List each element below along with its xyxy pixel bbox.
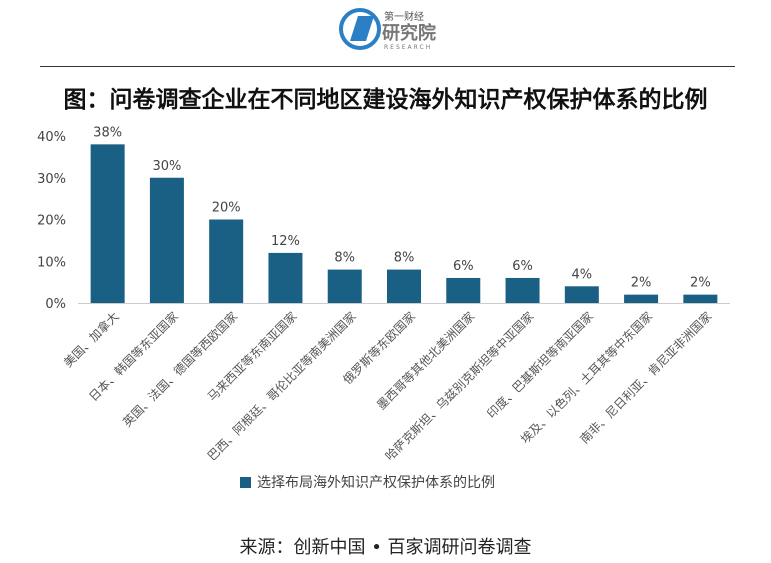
data-label: 8% [334, 251, 355, 266]
bar [327, 269, 362, 303]
data-label: 2% [690, 276, 711, 291]
bar [683, 294, 718, 303]
x-tick-label: 印度、巴基斯坦等南亚国家 [483, 309, 595, 421]
legend-label: 选择布局海外知识产权保护体系的比例 [257, 475, 495, 491]
logo-line2: 研究院 [382, 22, 436, 44]
x-tick-label: 南非、尼日利亚、肯尼亚非洲国家 [577, 309, 715, 447]
bar [624, 294, 659, 303]
bar [209, 219, 244, 303]
chart-title: 图：问卷调查企业在不同地区建设海外知识产权保护体系的比例 [63, 86, 708, 113]
bar [564, 286, 599, 303]
legend: 选择布局海外知识产权保护体系的比例 [240, 472, 495, 492]
bar [387, 269, 421, 303]
data-label: 20% [212, 201, 241, 216]
x-tick-label: 墨西哥等其他北美洲国家 [373, 309, 477, 413]
legend-swatch [240, 476, 251, 488]
bar [90, 144, 125, 303]
data-label: 6% [512, 259, 533, 274]
bar [149, 177, 184, 303]
y-tick-label: 10% [37, 255, 66, 270]
data-label: 12% [271, 234, 300, 249]
data-label: 6% [453, 259, 474, 274]
x-tick-label: 埃及、以色列、土耳其等中东国家 [517, 309, 655, 447]
y-tick-label: 20% [37, 214, 66, 229]
logo: 第一财经 研究院 RESEARCH [339, 8, 436, 51]
bar [446, 277, 481, 303]
y-tick-label: 0% [45, 297, 66, 312]
source-note: 来源：创新中国 • 百家调研问卷调查 [239, 537, 532, 558]
data-label: 2% [631, 276, 652, 291]
bar [505, 277, 540, 303]
x-tick-label: 美国、加拿大 [60, 309, 122, 371]
bar [268, 252, 303, 303]
data-label: 38% [93, 125, 122, 140]
logo-line3: RESEARCH [384, 44, 432, 51]
x-tick-label: 英国、法国、德国等西欧国家 [119, 309, 240, 430]
logo-line1: 第一财经 [384, 10, 424, 23]
title-divider [40, 66, 735, 67]
data-label: 30% [152, 159, 181, 174]
y-tick-label: 40% [37, 130, 66, 145]
bar-chart: 0%10%20%30%40% 38%美国、加拿大30%日本、韩国等东亚国家20%英… [37, 125, 730, 463]
data-label: 8% [394, 251, 415, 266]
data-label: 4% [572, 267, 593, 282]
y-tick-label: 30% [37, 172, 66, 187]
